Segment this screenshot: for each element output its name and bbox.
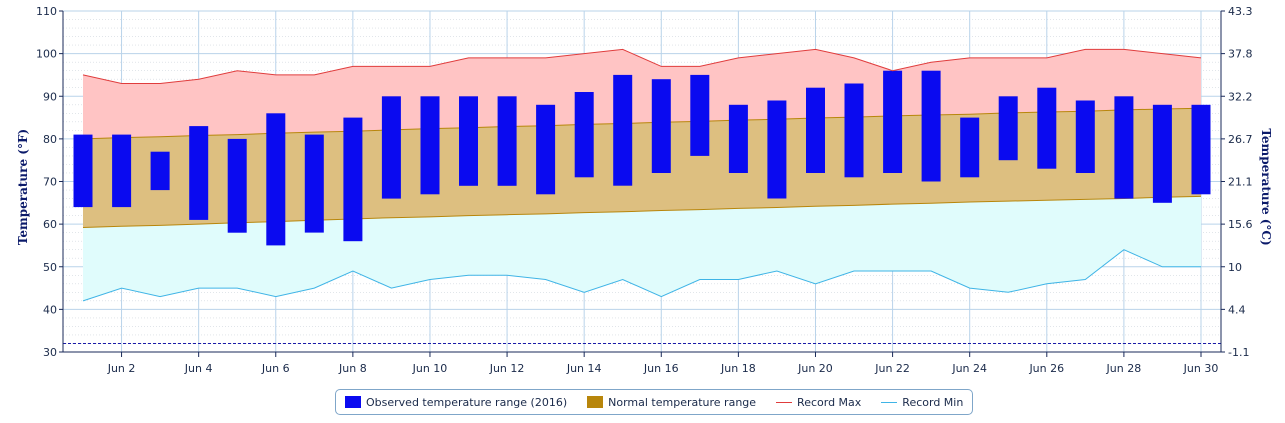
observed-range-bar[interactable] [883, 70, 903, 173]
right-tick-label: 15.6 [1228, 218, 1253, 231]
observed-range-bar[interactable] [921, 70, 941, 182]
legend-swatch-normal [587, 396, 604, 408]
observed-range-bar[interactable] [1037, 87, 1057, 169]
right-axis-title: Temperature (°C) [1259, 128, 1273, 245]
observed-range-bar[interactable] [112, 134, 132, 208]
left-tick-label: 50 [43, 261, 57, 274]
left-y-tick-labels: 30 40 50 60 70 80 90 100 110 [36, 5, 57, 359]
observed-range-bar[interactable] [728, 104, 748, 173]
right-tick-label: -1.1 [1228, 346, 1249, 359]
observed-range-bar[interactable] [266, 113, 286, 246]
right-tick-label: 4.4 [1228, 303, 1246, 316]
right-tick-label: 43.3 [1228, 5, 1253, 18]
x-tick-label: Jun 4 [184, 362, 213, 375]
left-tick-label: 70 [43, 176, 57, 189]
left-tick-label: 30 [43, 346, 57, 359]
record-lines [63, 48, 1221, 344]
right-y-tick-labels: -1.1 4.4 10 15.6 21.1 26.7 32.2 37.8 43.3 [1228, 5, 1253, 359]
observed-range-bar[interactable] [381, 96, 401, 199]
legend-item-record-max[interactable]: Record Max [776, 396, 861, 409]
left-tick-label: 110 [36, 5, 57, 18]
observed-range-bar[interactable] [767, 100, 787, 199]
x-tick-label: Jun 2 [107, 362, 136, 375]
left-tick-label: 60 [43, 218, 57, 231]
legend-label-record-min: Record Min [902, 395, 964, 409]
right-tick-label: 32.2 [1228, 90, 1253, 103]
x-tick-label: Jun 16 [643, 362, 679, 375]
left-axis-title: Temperature (°F) [16, 129, 30, 245]
legend-item-normal[interactable]: Normal temperature range [587, 396, 756, 409]
observed-range-bar[interactable] [343, 117, 363, 242]
observed-range-bar[interactable] [613, 74, 633, 186]
observed-range-bar[interactable] [73, 134, 93, 208]
x-tick-label: Jun 8 [338, 362, 367, 375]
observed-range-bar[interactable] [1191, 104, 1211, 195]
x-tick-label: Jun 28 [1106, 362, 1142, 375]
legend-swatch-observed [345, 396, 361, 408]
observed-range-bar[interactable] [844, 83, 864, 178]
observed-range-bar[interactable] [651, 79, 671, 173]
left-tick-label: 80 [43, 133, 57, 146]
legend-swatch-record-max [776, 401, 793, 403]
observed-range-bar[interactable] [150, 151, 170, 191]
observed-range-bar[interactable] [420, 96, 440, 195]
range-areas [82, 49, 1202, 301]
observed-range-bar[interactable] [690, 74, 710, 156]
x-tick-label: Jun 18 [720, 362, 756, 375]
x-tick-label: Jun 20 [797, 362, 833, 375]
observed-range-bar[interactable] [497, 96, 517, 186]
x-tick-labels: Jun 2 Jun 4 Jun 6 Jun 8 Jun 10 Jun 12 Jun 14 Ju… [107, 362, 1219, 375]
x-tick-label: Jun 22 [874, 362, 910, 375]
left-tick-label: 100 [36, 48, 57, 61]
x-tick-label: Jun 24 [951, 362, 987, 375]
right-tick-label: 10 [1228, 261, 1242, 274]
right-tick-label: 37.8 [1228, 48, 1253, 61]
observed-range-bar[interactable] [1114, 96, 1134, 199]
observed-range-bar[interactable] [304, 134, 324, 233]
axes [59, 10, 1225, 357]
chart-legend: Observed temperature range (2016) Normal… [335, 389, 974, 415]
left-tick-label: 90 [43, 90, 57, 103]
x-tick-label: Jun 30 [1183, 362, 1219, 375]
x-tick-label: Jun 26 [1028, 362, 1064, 375]
normal-range-area [83, 108, 1201, 228]
legend-label-record-max: Record Max [797, 395, 862, 409]
x-tick-label: Jun 14 [566, 362, 602, 375]
x-tick-label: Jun 10 [412, 362, 448, 375]
legend-label-normal: Normal temperature range [608, 395, 757, 409]
observed-bars [73, 70, 1211, 246]
record-min-line[interactable] [82, 249, 1201, 302]
observed-range-bar[interactable] [806, 87, 825, 173]
observed-range-bar[interactable] [960, 117, 980, 178]
observed-range-bar[interactable] [536, 104, 556, 195]
x-tick-label: Jun 12 [489, 362, 525, 375]
observed-range-bar[interactable] [998, 96, 1018, 161]
legend-item-observed[interactable]: Observed temperature range (2016) [345, 396, 567, 409]
observed-range-bar[interactable] [227, 138, 247, 233]
right-tick-label: 26.7 [1228, 133, 1253, 146]
x-tick-label: Jun 6 [261, 362, 290, 375]
observed-range-bar[interactable] [459, 96, 478, 186]
right-tick-label: 21.1 [1228, 176, 1253, 189]
record-max-line[interactable] [82, 48, 1202, 84]
record-high-band [83, 49, 1201, 139]
observed-range-bar[interactable] [1152, 104, 1172, 203]
observed-range-bar[interactable] [1075, 100, 1095, 174]
observed-range-bar[interactable] [574, 92, 594, 178]
legend-item-record-min[interactable]: Record Min [881, 396, 963, 409]
observed-range-bar[interactable] [189, 126, 209, 220]
legend-label-observed: Observed temperature range (2016) [366, 395, 568, 409]
left-tick-label: 40 [43, 303, 57, 316]
legend-swatch-record-min [881, 401, 898, 403]
